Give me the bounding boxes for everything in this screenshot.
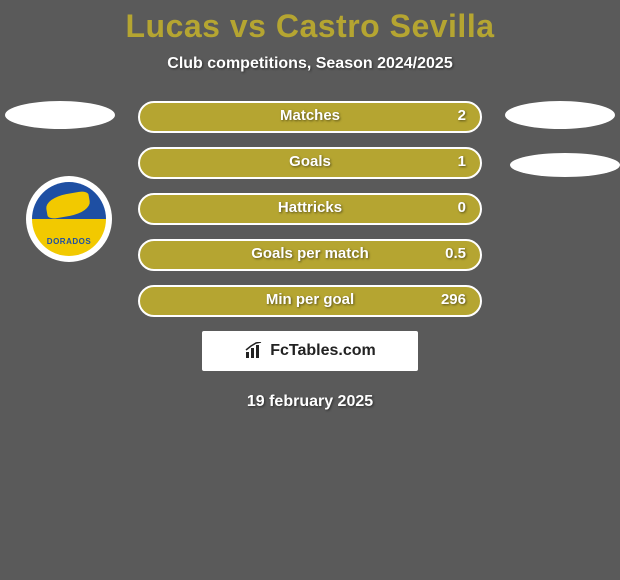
stat-rows-container: Matches 2 Goals 1 Hattricks 0 Goals per … — [138, 101, 482, 317]
bar-chart-icon — [244, 342, 266, 360]
stat-value: 296 — [441, 291, 466, 308]
stat-row-matches: Matches 2 — [138, 101, 482, 133]
title-player2: Castro Sevilla — [266, 8, 494, 44]
decorative-ellipse-right-1 — [505, 101, 615, 129]
stat-value: 2 — [458, 107, 466, 124]
branding-text: FcTables.com — [270, 342, 376, 360]
stat-label: Goals per match — [140, 245, 480, 262]
stat-label: Goals — [140, 153, 480, 170]
stat-value: 0.5 — [445, 245, 466, 262]
stat-label: Hattricks — [140, 199, 480, 216]
stat-row-min-per-goal: Min per goal 296 — [138, 285, 482, 317]
stat-row-goals-per-match: Goals per match 0.5 — [138, 239, 482, 271]
stat-value: 0 — [458, 199, 466, 216]
stat-row-hattricks: Hattricks 0 — [138, 193, 482, 225]
title-vs: vs — [230, 8, 267, 44]
club-badge-inner: DORADOS — [32, 182, 106, 256]
page-background: Lucas vs Castro Sevilla Club competition… — [0, 0, 620, 580]
branding-box: FcTables.com — [202, 331, 418, 371]
subtitle: Club competitions, Season 2024/2025 — [0, 55, 620, 73]
date-text: 19 february 2025 — [0, 393, 620, 411]
stat-label: Min per goal — [140, 291, 480, 308]
page-title: Lucas vs Castro Sevilla — [0, 0, 620, 45]
stat-value: 1 — [458, 153, 466, 170]
stats-area: DORADOS Matches 2 Goals 1 Hattricks 0 Go… — [0, 101, 620, 411]
stat-row-goals: Goals 1 — [138, 147, 482, 179]
decorative-ellipse-left — [5, 101, 115, 129]
stat-label: Matches — [140, 107, 480, 124]
decorative-ellipse-right-2 — [510, 153, 620, 177]
title-player1: Lucas — [125, 8, 229, 44]
club-badge: DORADOS — [26, 176, 112, 262]
club-badge-text: DORADOS — [32, 237, 106, 246]
